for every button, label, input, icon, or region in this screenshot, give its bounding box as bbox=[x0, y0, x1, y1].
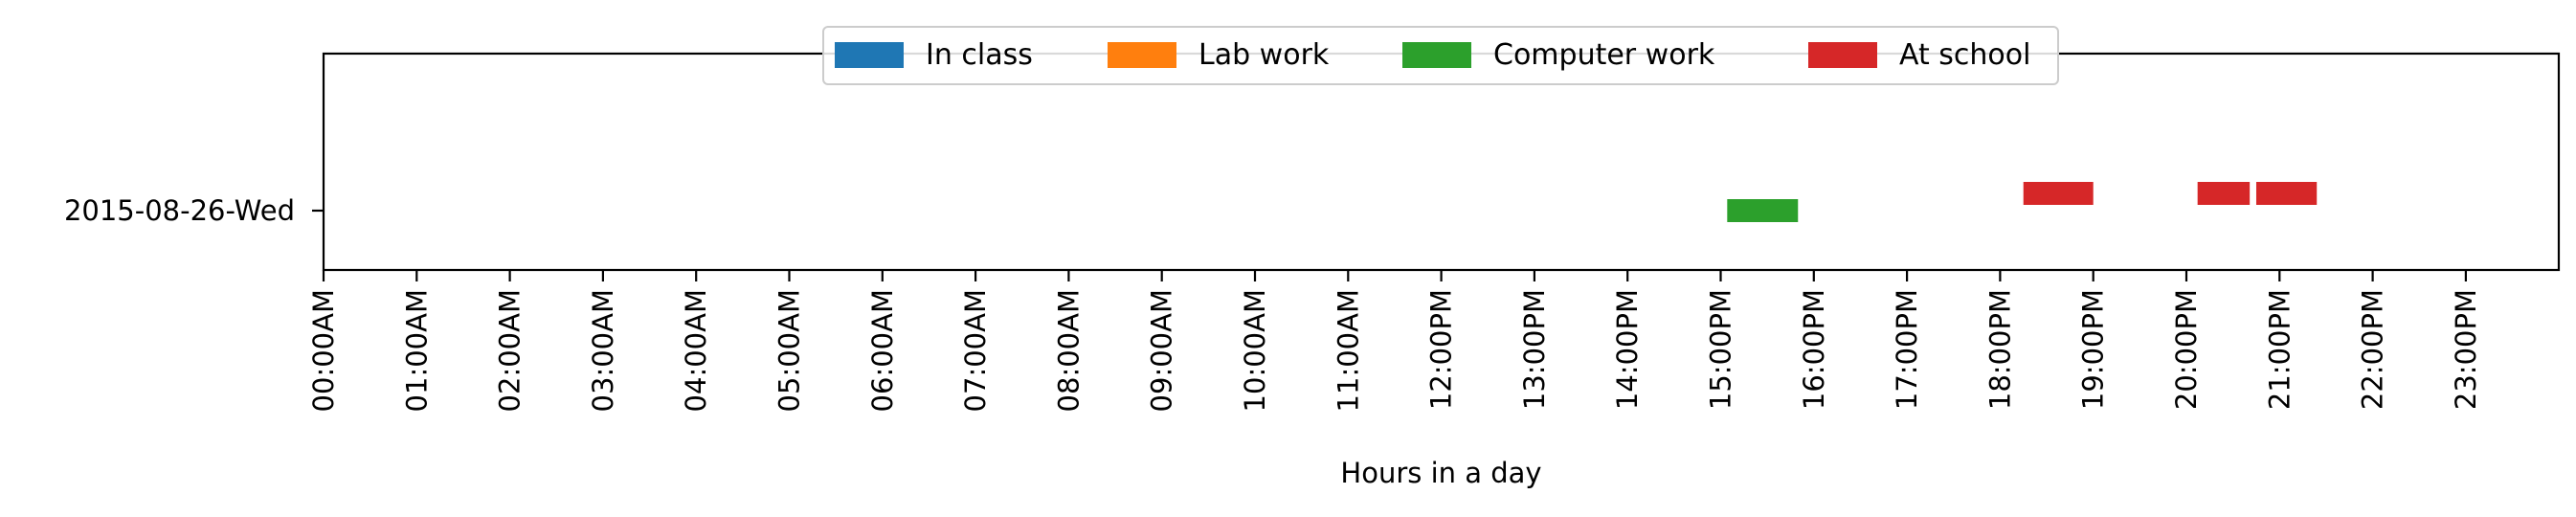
x-tick-label: 03:00AM bbox=[587, 289, 619, 412]
x-tick-label: 00:00AM bbox=[307, 289, 340, 412]
legend-label: Computer work bbox=[1493, 38, 1715, 72]
x-tick-label: 21:00PM bbox=[2263, 289, 2296, 410]
legend-swatch bbox=[1108, 42, 1176, 68]
x-tick-label: 06:00AM bbox=[866, 289, 899, 412]
timeline-bar bbox=[2255, 182, 2318, 205]
x-tick-label: 07:00AM bbox=[959, 289, 992, 412]
x-tick-label: 13:00PM bbox=[1518, 289, 1551, 410]
x-tick-label: 20:00PM bbox=[2170, 289, 2203, 410]
legend-label: At school bbox=[1899, 38, 2030, 72]
x-tick-label: 10:00AM bbox=[1239, 289, 1271, 412]
x-tick-label: 22:00PM bbox=[2357, 289, 2389, 410]
legend-swatch bbox=[1808, 42, 1877, 68]
x-tick-label: 02:00AM bbox=[494, 289, 526, 412]
x-tick-label: 11:00AM bbox=[1332, 289, 1364, 412]
x-tick-label: 01:00AM bbox=[400, 289, 433, 412]
y-tick-label: 2015-08-26-Wed bbox=[64, 194, 295, 227]
x-tick-label: 15:00PM bbox=[1705, 289, 1737, 410]
legend-swatch bbox=[1402, 42, 1471, 68]
x-axis-label: Hours in a day bbox=[1340, 457, 1541, 489]
x-tick-label: 16:00PM bbox=[1798, 289, 1830, 410]
x-axis: 00:00AM 01:00AM 02:00AM 03:00AM 04:00AM 05:00… bbox=[307, 270, 2482, 412]
x-tick-label: 17:00PM bbox=[1891, 289, 1923, 410]
x-tick-label: 04:00AM bbox=[680, 289, 712, 412]
legend-label: In class bbox=[926, 38, 1033, 72]
legend: In class Lab work Computer work At school bbox=[822, 26, 2059, 85]
bars-layer bbox=[1727, 182, 2318, 222]
timeline-bar bbox=[1727, 199, 1799, 222]
x-tick-label: 12:00PM bbox=[1425, 289, 1458, 410]
x-tick-label: 08:00AM bbox=[1052, 289, 1085, 412]
plot-frame bbox=[322, 52, 2561, 272]
x-tick-label: 18:00PM bbox=[1983, 289, 2016, 410]
y-axis: 2015-08-26-Wed bbox=[64, 194, 324, 227]
x-tick-label: 14:00PM bbox=[1611, 289, 1644, 410]
legend-swatch bbox=[835, 42, 904, 68]
legend-label: Lab work bbox=[1198, 38, 1330, 72]
x-tick-label: 19:00PM bbox=[2077, 289, 2110, 410]
x-tick-label: 23:00PM bbox=[2450, 289, 2482, 410]
x-tick-label: 05:00AM bbox=[773, 289, 806, 412]
timeline-bar bbox=[2023, 182, 2094, 205]
timeline-bar bbox=[2197, 182, 2251, 205]
x-tick-label: 09:00AM bbox=[1146, 289, 1178, 412]
